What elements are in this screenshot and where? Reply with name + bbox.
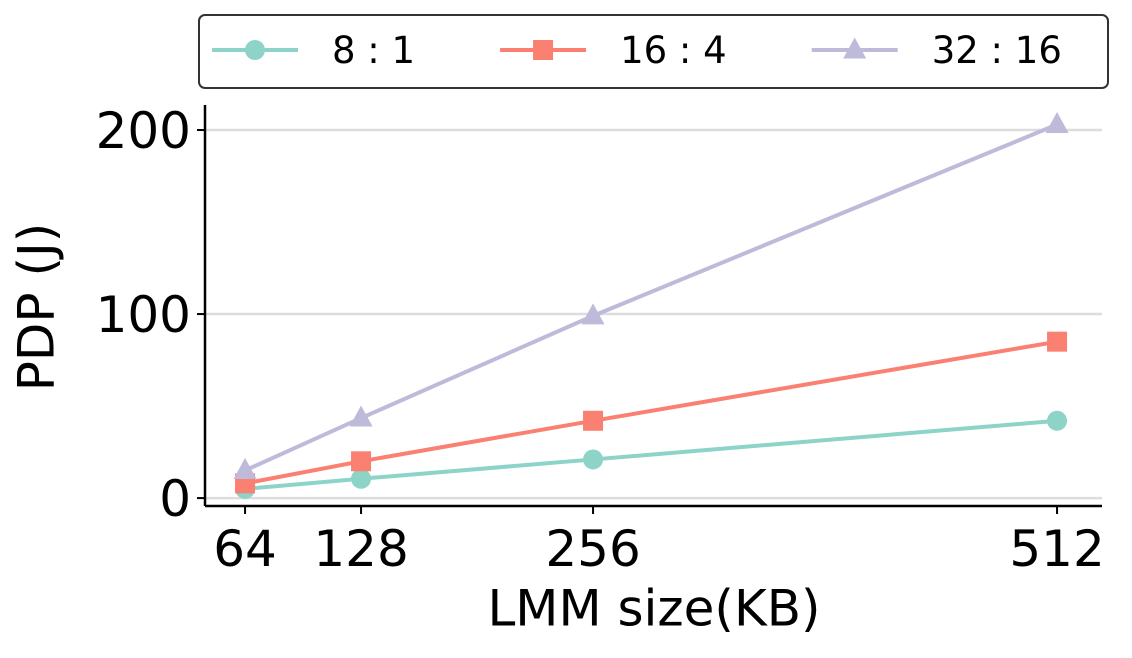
legend-entry: 16 : 4 xyxy=(500,29,727,72)
marker xyxy=(351,451,372,472)
series-line xyxy=(244,339,1058,486)
legend-box xyxy=(198,14,1109,89)
marker xyxy=(583,410,604,431)
x-tick-label: 512 xyxy=(1009,520,1104,578)
legend-entry: 32 : 16 xyxy=(811,29,1062,72)
marker xyxy=(843,37,867,59)
marker xyxy=(533,40,554,60)
marker xyxy=(581,303,605,325)
y-tick-label: 100 xyxy=(96,286,191,344)
series-line xyxy=(244,418,1058,491)
legend-label: 8 : 1 xyxy=(332,29,415,72)
y-axis-label: PDP (J) xyxy=(8,223,66,391)
marker xyxy=(349,405,373,427)
marker xyxy=(1045,112,1069,134)
marker xyxy=(1047,410,1068,431)
legend-label: 16 : 4 xyxy=(620,29,727,72)
legend-label: 32 : 16 xyxy=(932,29,1062,72)
series-line xyxy=(244,122,1058,473)
marker xyxy=(233,457,257,479)
x-axis-label: LMM size(KB) xyxy=(487,580,820,638)
y-tick-label: 200 xyxy=(96,102,191,160)
x-tick-label: 64 xyxy=(213,520,277,578)
marker xyxy=(1047,331,1068,352)
marker xyxy=(245,40,265,60)
x-tick-label: 256 xyxy=(545,520,640,578)
x-tick-label: 128 xyxy=(313,520,408,578)
legend-entry: 8 : 1 xyxy=(212,29,415,72)
marker xyxy=(583,449,604,470)
y-tick-label: 0 xyxy=(159,470,191,528)
marker xyxy=(351,468,372,489)
